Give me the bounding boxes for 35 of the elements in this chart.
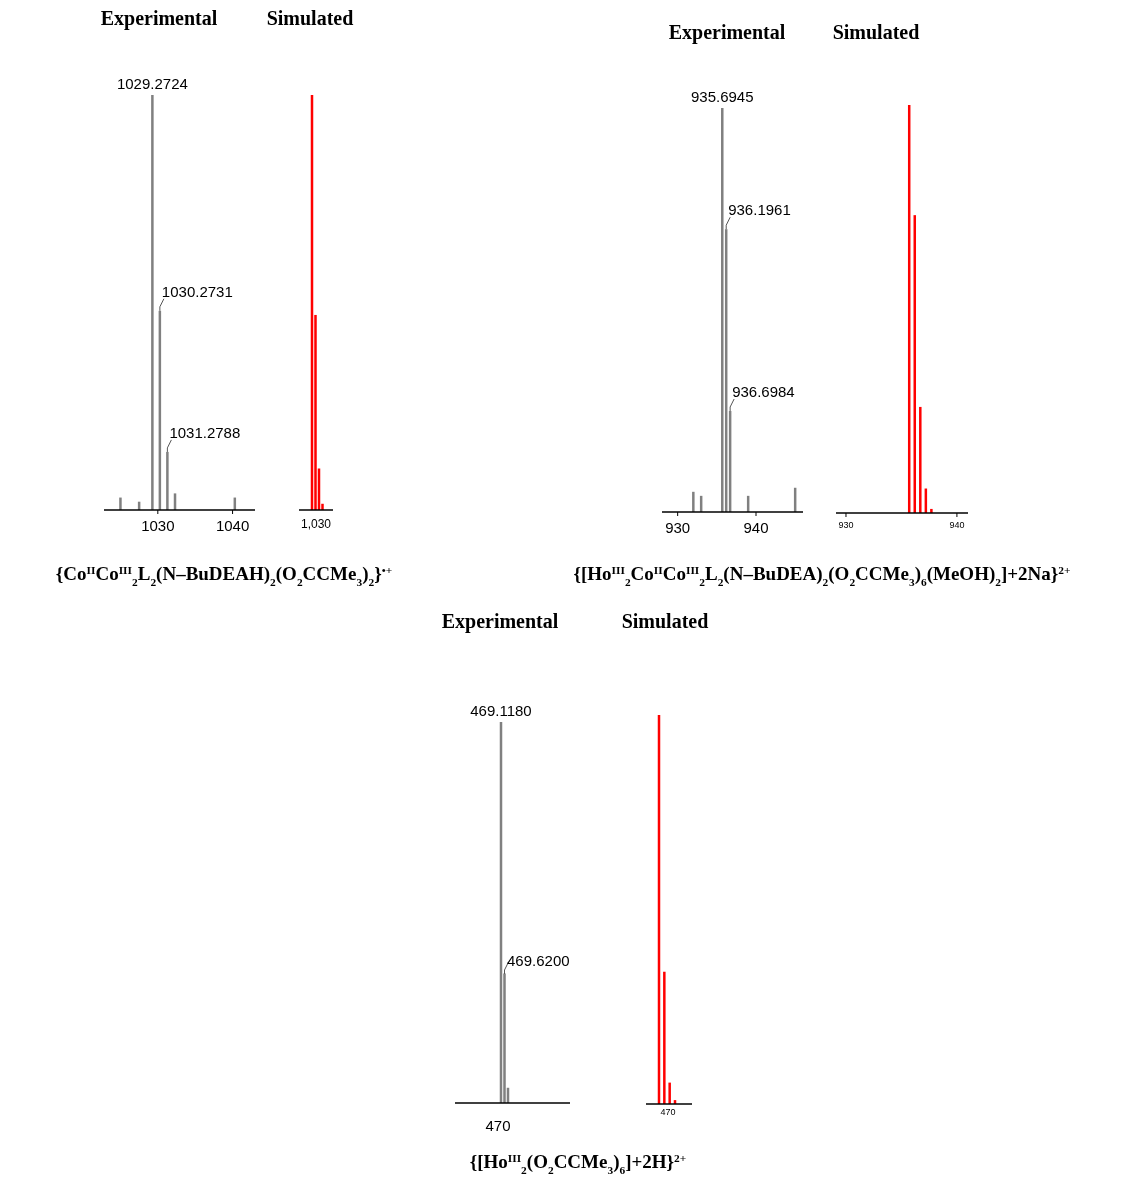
text: 470: [485, 1117, 511, 1134]
x-tick-label: 1040: [215, 517, 250, 534]
bar: [166, 451, 169, 510]
x-tick-label: 930: [665, 519, 691, 536]
annotation: 469.6200: [507, 952, 570, 969]
bar: [692, 491, 695, 512]
chart-title: Simulated: [621, 610, 709, 632]
annotation: 1029.2724: [116, 75, 188, 92]
chart-title: Simulated: [832, 21, 920, 43]
bar: [930, 508, 933, 513]
text: {[Ho$^{III}$$_{2}$Co$^{II}$Co$^{III}$$_{2}$L$_{2}$(N–BuDEA)$_{2}$(O$_{2}$CCMe$_{3}$)$_{6}$(MeOH)$_{2}$]+2Na}$^{2+}$: [573, 563, 1071, 588]
annotation: 1030.2731: [161, 282, 233, 300]
chart-title: Simulated: [266, 7, 354, 29]
text: {Co$^{II}$Co$^{III}$$_{2}$L$_{2}$(N–BuDEAH)$_{2}$(O$_{2}$CCMe$_{3}$)$_{2}$}$^{•+}$: [55, 563, 393, 588]
annotation: 1031.2788: [169, 423, 241, 441]
annotation: 935.6945: [690, 88, 754, 105]
chart-title: Experimental: [668, 21, 786, 44]
chart-title: Experimental: [100, 7, 218, 30]
bar: [721, 108, 724, 512]
text: {[Ho$^{III}$$_{2}$(O$_{2}$CCMe$_{3}$)$_{6}$]+2H}$^{2+}$: [469, 1151, 687, 1176]
bar: [119, 497, 122, 510]
text: 469.1180: [470, 702, 532, 719]
bar: [919, 406, 922, 513]
text: 470: [660, 1107, 676, 1117]
x-tick-label: 1030: [141, 517, 175, 534]
annotation: 936.1961: [728, 201, 791, 219]
chart-title: Experimental: [441, 610, 559, 633]
x-tick-label: 940: [743, 519, 769, 536]
text: 1,030: [300, 517, 332, 531]
x-tick-label: 940: [949, 520, 965, 530]
bar: [668, 1082, 671, 1104]
annotation: 936.6984: [732, 383, 795, 400]
x-tick-label: 930: [838, 520, 854, 530]
bar: [663, 971, 666, 1104]
bar: [151, 95, 154, 510]
